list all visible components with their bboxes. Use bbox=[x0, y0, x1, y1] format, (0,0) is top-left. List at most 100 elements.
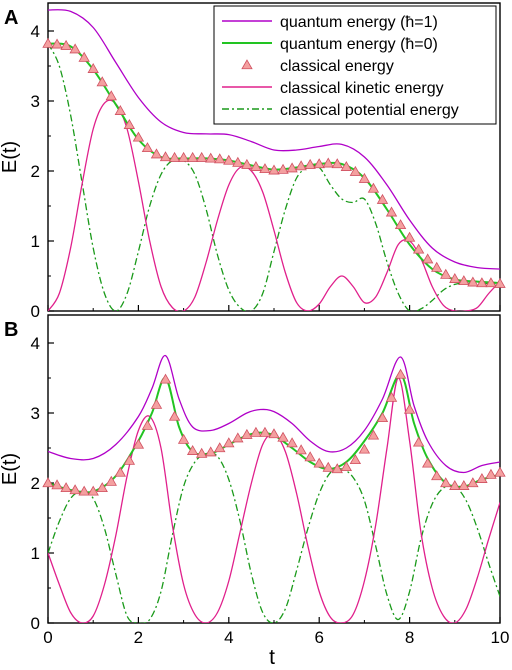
panel-b: B E(t) 0 1 2 3 4 0 2 4 6 8 10 bbox=[0, 314, 510, 647]
classical-energy-point bbox=[322, 461, 334, 472]
classical-energy-point bbox=[114, 466, 127, 477]
classical-energy-point bbox=[223, 154, 235, 165]
classical-energy-point bbox=[367, 429, 380, 440]
x-tick-label: 2 bbox=[134, 628, 143, 647]
classical-energy-point bbox=[195, 151, 208, 162]
y-tick-label: 1 bbox=[31, 544, 40, 563]
classical-energy-point bbox=[168, 410, 181, 421]
classical-energy-point bbox=[358, 172, 371, 183]
x-tick-label: 6 bbox=[314, 628, 323, 647]
classical-energy-point bbox=[476, 277, 488, 288]
series-classical-potential-energy bbox=[48, 452, 500, 623]
y-axis-label: E(t) bbox=[0, 453, 21, 485]
classical-energy-point bbox=[141, 419, 154, 430]
classical-energy-point bbox=[394, 368, 407, 379]
panel-a: A E(t) 0 1 2 3 4 bbox=[0, 2, 506, 321]
legend-label: classical kinetic energy bbox=[280, 80, 444, 97]
series-classical-potential-energy bbox=[48, 43, 500, 311]
y-tick-label: 2 bbox=[31, 474, 40, 493]
classical-energy-point bbox=[403, 231, 416, 242]
classical-energy-point bbox=[431, 261, 443, 272]
classical-energy-point bbox=[205, 152, 217, 163]
classical-energy-point bbox=[458, 275, 470, 286]
classical-energy-point bbox=[150, 398, 163, 409]
classical-energy-point bbox=[96, 482, 108, 493]
classical-energy-point bbox=[431, 470, 443, 481]
classical-energy-point bbox=[440, 477, 452, 488]
classical-energy-point bbox=[295, 160, 307, 171]
classical-energy-point bbox=[69, 484, 81, 495]
classical-energy-point bbox=[313, 158, 325, 169]
classical-energy-point bbox=[241, 158, 253, 169]
classical-energy-point bbox=[132, 438, 145, 449]
classical-energy-point bbox=[114, 104, 127, 115]
classical-energy-point bbox=[304, 158, 316, 169]
classical-energy-point bbox=[476, 472, 488, 483]
classical-energy-point bbox=[313, 457, 325, 468]
classical-energy-point bbox=[168, 151, 181, 162]
classical-energy-point bbox=[412, 243, 425, 254]
classical-energy-point bbox=[304, 451, 316, 462]
classical-energy-point bbox=[458, 479, 470, 490]
series-classical-kinetic-energy bbox=[48, 99, 500, 311]
classical-energy-point bbox=[214, 153, 226, 164]
series-classical-energy bbox=[42, 368, 506, 496]
classical-energy-point bbox=[205, 446, 217, 457]
classical-energy-point bbox=[87, 62, 99, 73]
classical-energy-point bbox=[232, 156, 244, 167]
legend: quantum energy (ħ=1) quantum energy (ħ=0)… bbox=[213, 5, 497, 125]
classical-energy-point bbox=[403, 403, 416, 414]
classical-energy-point bbox=[295, 444, 307, 455]
classical-energy-point bbox=[494, 466, 506, 477]
classical-energy-point bbox=[51, 38, 63, 49]
classical-energy-point bbox=[42, 37, 54, 48]
classical-energy-point bbox=[485, 468, 497, 479]
classical-energy-point bbox=[186, 151, 199, 162]
classical-energy-point bbox=[250, 426, 262, 437]
classical-energy-point bbox=[349, 165, 362, 176]
series-quantum-energy-1 bbox=[48, 9, 500, 270]
y-axis-label: E(t) bbox=[0, 141, 21, 173]
classical-energy-point bbox=[259, 163, 271, 174]
x-axis-label: t bbox=[269, 646, 275, 669]
classical-energy-point bbox=[250, 160, 262, 171]
classical-energy-point bbox=[78, 485, 90, 496]
y-tick-label: 0 bbox=[31, 302, 40, 321]
classical-energy-point bbox=[421, 253, 434, 264]
classical-energy-point bbox=[232, 432, 244, 443]
legend-label: quantum energy (ħ=0) bbox=[280, 36, 438, 53]
classical-energy-point bbox=[421, 457, 434, 468]
legend-label: classical energy bbox=[280, 58, 394, 75]
classical-energy-point bbox=[376, 412, 389, 423]
classical-energy-point bbox=[467, 276, 479, 287]
legend-box bbox=[213, 5, 497, 125]
classical-energy-point bbox=[412, 436, 425, 447]
classical-energy-point bbox=[394, 219, 407, 230]
classical-energy-point bbox=[141, 142, 154, 153]
y-tick-label: 3 bbox=[31, 92, 40, 111]
classical-energy-point bbox=[123, 118, 136, 129]
classical-energy-point bbox=[268, 428, 280, 439]
classical-energy-point bbox=[105, 90, 117, 101]
series-classical-kinetic-energy bbox=[48, 377, 500, 623]
x-tick-label: 10 bbox=[491, 628, 510, 647]
classical-energy-point bbox=[123, 454, 136, 465]
classical-energy-point bbox=[277, 163, 289, 174]
series-quantum-energy-1 bbox=[48, 354, 500, 474]
classical-energy-point bbox=[60, 39, 72, 50]
classical-energy-point bbox=[268, 164, 280, 175]
classical-energy-point bbox=[286, 162, 298, 173]
classical-energy-point bbox=[331, 158, 343, 169]
classical-energy-point bbox=[132, 131, 145, 142]
classical-energy-point bbox=[358, 443, 371, 454]
classical-energy-point bbox=[440, 268, 452, 279]
classical-energy-point bbox=[78, 51, 90, 62]
legend-marker bbox=[241, 59, 253, 70]
classical-energy-point bbox=[241, 428, 253, 439]
classical-energy-point bbox=[494, 277, 506, 288]
panel-label: A bbox=[4, 7, 18, 29]
classical-energy-point bbox=[150, 148, 163, 159]
classical-energy-point bbox=[42, 477, 54, 488]
y-tick-label: 1 bbox=[31, 232, 40, 251]
